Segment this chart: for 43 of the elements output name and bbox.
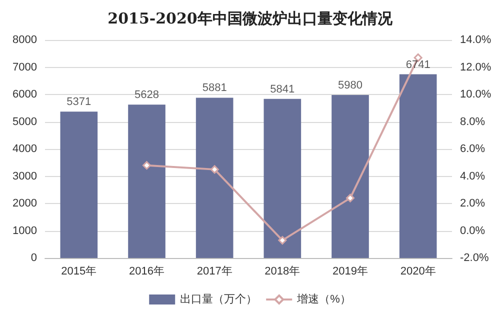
y-tick-label: 4000 [12,143,37,155]
bar [128,104,166,258]
y2-tick-label: 8.0% [460,116,486,128]
y-tick-label: 0 [30,252,37,264]
y-tick-label: 7000 [12,61,37,74]
bar [264,98,302,258]
x-tick-label: 2018年 [264,266,300,278]
chart-title: 2015-2020年中国微波炉出口量变化情况 [108,10,394,28]
bar [399,74,437,258]
data-label: 5628 [134,89,159,102]
y2-tick-label: -2.0% [460,252,489,264]
bar [196,98,234,258]
data-label: 5881 [202,82,227,94]
y2-tick-label: 14.0% [460,34,492,46]
x-tick-label: 2016年 [129,266,164,278]
y2-tick-label: 0.0% [460,224,486,237]
point [278,236,287,245]
legend-label: 增速（%） [296,292,351,306]
point [142,161,151,170]
y-tick-label: 3000 [12,170,37,182]
y-tick-label: 2000 [12,198,37,210]
x-tick-label: 2020年 [400,266,436,278]
y2-tick-label: 6.0% [460,143,486,155]
point [210,165,219,174]
x-tick-label: 2019年 [332,266,368,278]
y-tick-label: 6000 [12,88,37,100]
x-tick-label: 2015年 [61,266,97,278]
x-tick-label: 2017年 [196,266,232,278]
y2-tick-label: 4.0% [460,170,486,182]
y2-tick-label: 10.0% [460,88,492,100]
y2-tick-label: 12.0% [460,61,492,74]
y-tick-label: 5000 [12,116,37,128]
y-tick-label: 1000 [12,224,37,237]
data-label: 5841 [270,83,295,96]
data-label: 5371 [66,96,92,108]
bar [60,112,98,258]
point [346,194,354,202]
legend-label: 出口量（万个） [180,292,258,306]
data-label: 6741 [406,58,430,71]
y2-tick-label: 2.0% [460,198,486,210]
data-label: 5980 [338,80,362,92]
bar [332,95,369,258]
y-tick-label: 8000 [12,34,37,46]
